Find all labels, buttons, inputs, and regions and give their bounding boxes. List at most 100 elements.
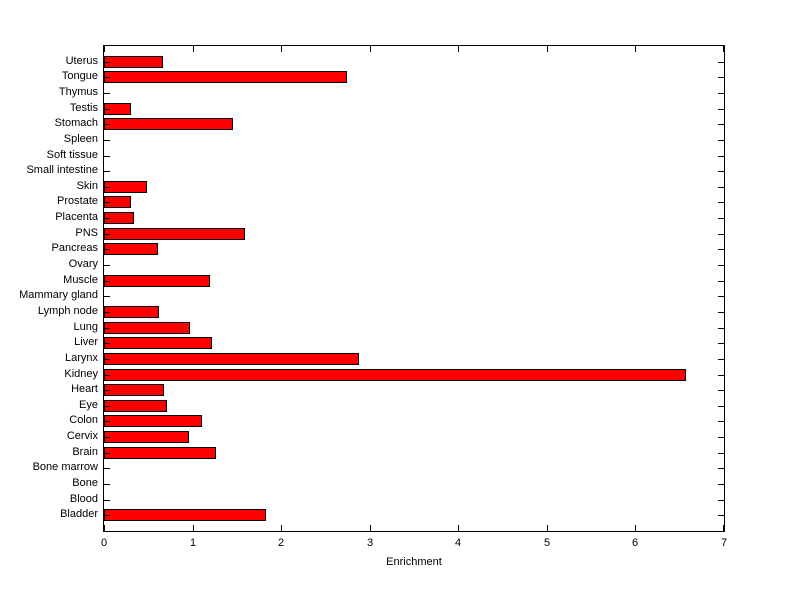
category-label-blood: Blood xyxy=(69,492,98,505)
x-axis-tick xyxy=(281,525,282,531)
category-label-cervix: Cervix xyxy=(66,430,98,443)
x-axis-tick xyxy=(104,46,105,52)
y-axis-tick xyxy=(718,406,724,407)
bar-eye xyxy=(104,399,167,412)
bar-cervix xyxy=(104,431,189,444)
x-tick-label-2: 2 xyxy=(277,537,285,549)
bar-colon xyxy=(104,415,202,428)
category-label-lymph-node: Lymph node xyxy=(37,304,98,317)
y-axis-tick xyxy=(718,500,724,501)
y-axis-tick xyxy=(718,93,724,94)
y-axis-tick xyxy=(104,453,110,454)
category-label-stomach: Stomach xyxy=(54,117,98,130)
y-axis-tick xyxy=(104,296,110,297)
category-label-prostate: Prostate xyxy=(57,195,98,208)
y-axis-tick xyxy=(718,249,724,250)
y-axis-tick xyxy=(104,312,110,313)
category-label-pns: PNS xyxy=(75,226,98,239)
category-label-kidney: Kidney xyxy=(64,367,98,380)
category-label-tongue: Tongue xyxy=(61,70,98,83)
y-axis-tick xyxy=(104,249,110,250)
x-tick-label-7: 7 xyxy=(720,537,728,549)
category-label-heart: Heart xyxy=(71,383,98,396)
x-axis-tick xyxy=(458,46,459,52)
y-axis-tick xyxy=(718,328,724,329)
y-axis-tick xyxy=(104,390,110,391)
y-axis-tick xyxy=(718,312,724,313)
y-axis-tick xyxy=(718,124,724,125)
x-axis-tick xyxy=(193,46,194,52)
y-axis-tick xyxy=(718,62,724,63)
x-tick-label-5: 5 xyxy=(543,537,551,549)
y-axis-tick xyxy=(718,156,724,157)
category-label-brain: Brain xyxy=(72,445,98,458)
category-label-thymus: Thymus xyxy=(58,85,98,98)
bar-bladder xyxy=(104,509,266,522)
y-axis-tick xyxy=(718,343,724,344)
y-axis-tick xyxy=(104,109,110,110)
y-axis-tick xyxy=(104,202,110,203)
category-label-spleen: Spleen xyxy=(63,132,98,145)
y-axis-tick xyxy=(718,484,724,485)
y-axis-tick xyxy=(104,421,110,422)
bar-lung xyxy=(104,321,190,334)
x-axis-tick xyxy=(635,525,636,531)
x-axis-tick xyxy=(193,525,194,531)
y-axis-tick xyxy=(104,62,110,63)
y-axis-tick xyxy=(104,171,110,172)
y-axis-tick xyxy=(718,171,724,172)
y-axis-tick xyxy=(718,390,724,391)
y-axis-tick xyxy=(104,187,110,188)
y-axis-tick xyxy=(718,359,724,360)
bar-testis xyxy=(104,102,131,115)
x-axis-label: Enrichment xyxy=(386,556,442,568)
y-axis-tick xyxy=(104,140,110,141)
y-axis-tick xyxy=(104,500,110,501)
plot-area xyxy=(103,45,725,532)
x-tick-label-6: 6 xyxy=(631,537,639,549)
y-axis-tick xyxy=(104,515,110,516)
bar-muscle xyxy=(104,274,210,287)
y-axis-tick xyxy=(104,234,110,235)
x-tick-label-1: 1 xyxy=(189,537,197,549)
y-axis-tick xyxy=(718,187,724,188)
y-axis-tick xyxy=(718,468,724,469)
y-axis-tick xyxy=(718,202,724,203)
y-axis-tick xyxy=(718,421,724,422)
y-axis-tick xyxy=(104,93,110,94)
y-axis-tick xyxy=(104,77,110,78)
bar-stomach xyxy=(104,118,233,131)
y-axis-tick xyxy=(104,281,110,282)
category-label-larynx: Larynx xyxy=(64,351,98,364)
y-axis-tick xyxy=(718,296,724,297)
x-axis-tick xyxy=(547,525,548,531)
bar-larynx xyxy=(104,352,359,365)
x-axis-tick xyxy=(281,46,282,52)
bar-brain xyxy=(104,446,216,459)
category-label-mammary-gland: Mammary gland xyxy=(19,289,98,302)
y-axis-tick xyxy=(718,437,724,438)
y-axis-tick xyxy=(718,109,724,110)
y-axis-tick xyxy=(718,234,724,235)
category-label-ovary: Ovary xyxy=(68,258,98,271)
x-tick-label-4: 4 xyxy=(454,537,462,549)
x-axis-tick xyxy=(723,525,724,531)
x-tick-label-3: 3 xyxy=(366,537,374,549)
y-axis-tick xyxy=(104,468,110,469)
category-label-lung: Lung xyxy=(73,320,98,333)
bar-uterus xyxy=(104,55,163,68)
y-axis-tick xyxy=(104,406,110,407)
bar-liver xyxy=(104,337,212,350)
y-axis-tick xyxy=(718,140,724,141)
bar-heart xyxy=(104,384,164,397)
y-axis-tick xyxy=(718,515,724,516)
category-label-testis: Testis xyxy=(69,101,98,114)
y-axis-tick xyxy=(718,281,724,282)
y-axis-tick xyxy=(718,218,724,219)
x-axis-tick xyxy=(370,525,371,531)
x-axis-tick xyxy=(547,46,548,52)
bar-lymph-node xyxy=(104,305,159,318)
y-axis-tick xyxy=(104,359,110,360)
x-axis-tick xyxy=(458,525,459,531)
